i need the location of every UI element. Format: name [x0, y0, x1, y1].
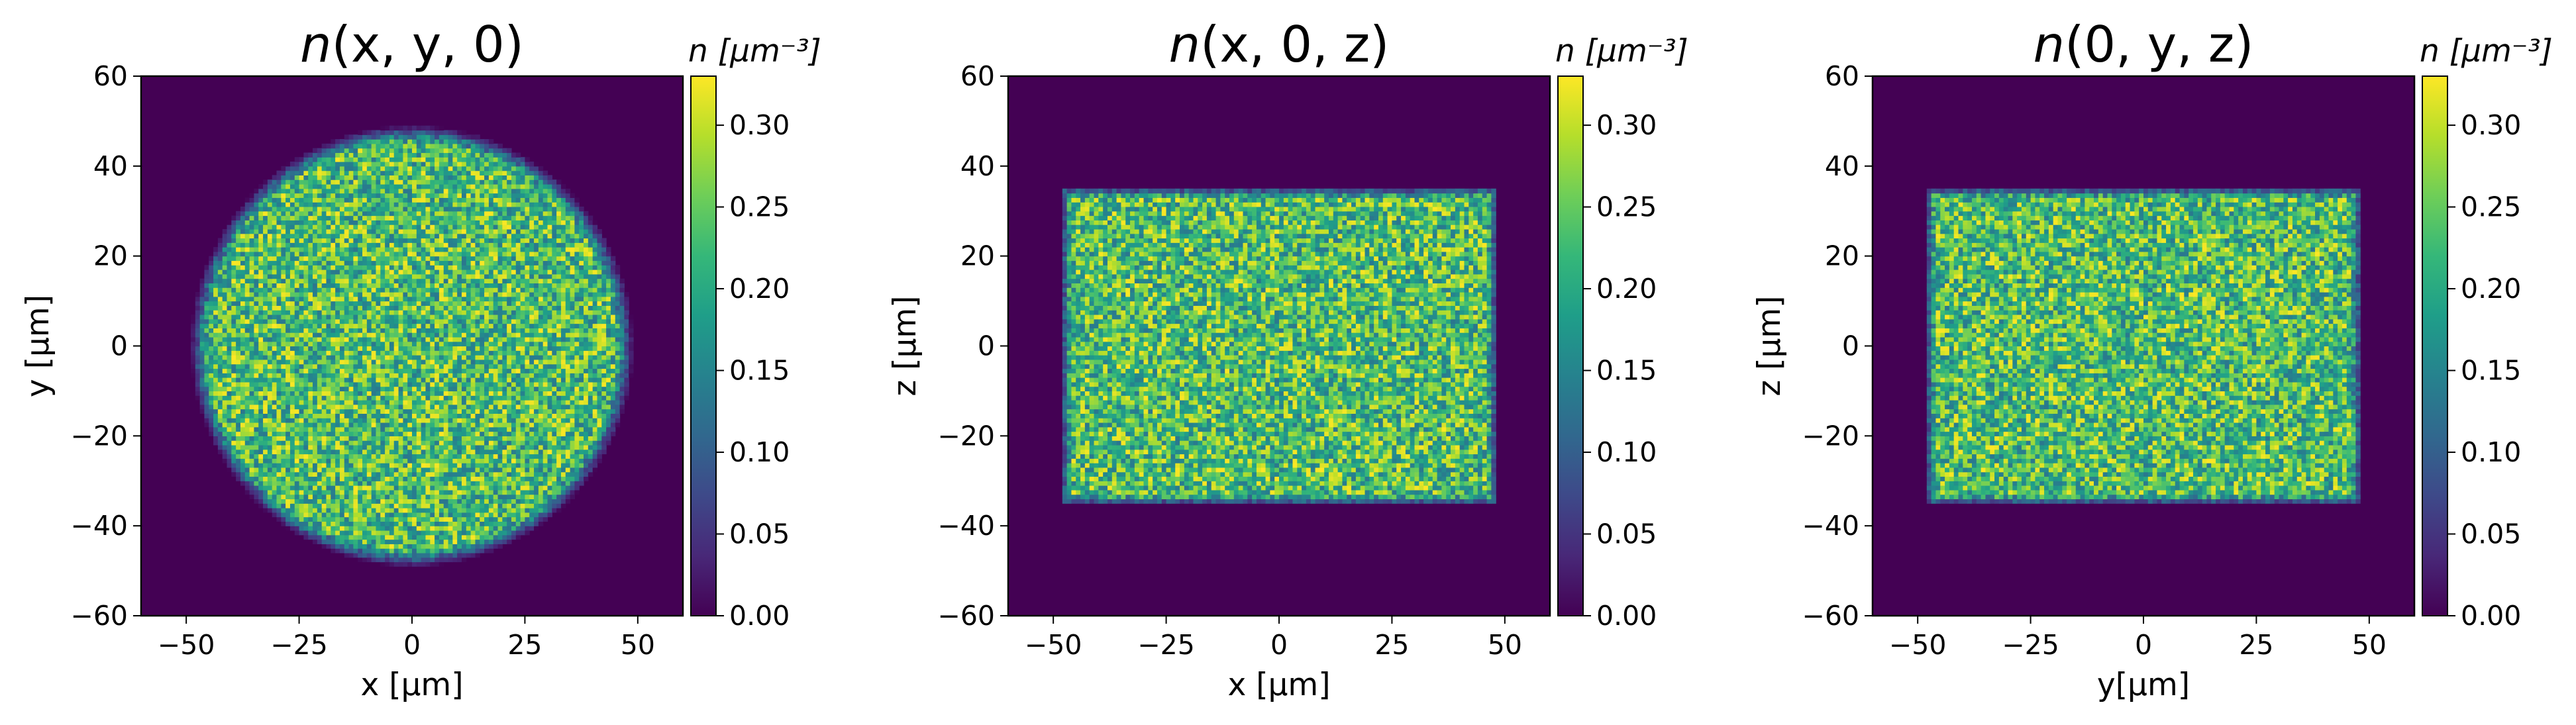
colorbar-tick-label: 0.20: [729, 273, 790, 305]
colorbar-tick-label: 0.15: [729, 355, 790, 387]
y-tick-label: −20: [1802, 420, 1859, 452]
y-tick-label: 0: [1842, 330, 1859, 362]
colorbar-gradient: [690, 75, 717, 616]
colorbar: 0.00 0.05 0.10 0.15 0.20 0.25 0.30 n [µm⁻³]: [2420, 33, 2553, 632]
colorbar-gradient: [2422, 75, 2448, 616]
heatmap-panel-1: −50 −25 0 25 50 −60 −40 −20 0 20 40 60 n(x, y, 0) x […: [20, 15, 821, 703]
x-tick-label: −50: [1889, 629, 1947, 661]
x-tick-label: 50: [2352, 629, 2387, 661]
y-tick-label: 60: [93, 60, 128, 92]
colorbar-tick-label: 0.00: [2461, 600, 2521, 632]
heatmap-cells: [190, 125, 634, 567]
colorbar-gradient: [1557, 75, 1584, 616]
colorbar-tick-label: 0.05: [2461, 518, 2521, 550]
y-tick-label: −40: [937, 510, 995, 542]
y-tick-label: −60: [70, 600, 128, 632]
x-tick-label: −25: [270, 629, 328, 661]
colorbar-tick-label: 0.00: [1596, 600, 1657, 632]
y-tick-label: 0: [978, 330, 995, 362]
y-tick-label: 20: [93, 240, 128, 272]
y-tick-label: −60: [937, 600, 995, 632]
colorbar: 0.00 0.05 0.10 0.15 0.20 0.25 0.30 n [µm⁻³]: [1555, 33, 1688, 632]
y-axis-label: z [µm]: [1751, 296, 1788, 397]
colorbar-tick-label: 0.05: [1596, 518, 1657, 550]
colorbar-tick-label: 0.15: [2461, 355, 2521, 387]
x-tick-label: −50: [1025, 629, 1082, 661]
colorbar: 0.00 0.05 0.10 0.15 0.20 0.25 0.30 n [µm⁻³]: [688, 33, 821, 632]
x-tick-label: 0: [2135, 629, 2152, 661]
colorbar-tick-label: 0.30: [1596, 109, 1657, 141]
colorbar-tick-label: 0.20: [1596, 273, 1657, 305]
colorbar-tick-label: 0.10: [1596, 436, 1657, 468]
colorbar-tick-label: 0.25: [729, 191, 790, 223]
y-tick-label: 40: [93, 150, 128, 182]
x-axis-label: y[µm]: [2097, 667, 2190, 703]
y-tick-label: 40: [1825, 150, 1859, 182]
x-tick-label: 25: [2239, 629, 2273, 661]
colorbar-label: n [µm⁻³]: [688, 33, 821, 70]
y-tick-label: −20: [937, 420, 995, 452]
y-tick-label: −40: [70, 510, 128, 542]
y-tick-label: 20: [1825, 240, 1859, 272]
x-tick-label: 50: [621, 629, 655, 661]
heatmap-panel-3: −50 −25 0 25 50 −60 −40 −20 0 20 40 60 n(0, y, z) y[µ…: [1751, 15, 2553, 703]
x-tick-label: 25: [507, 629, 542, 661]
colorbar-tick-label: 0.00: [729, 600, 790, 632]
y-tick-label: −20: [70, 420, 128, 452]
y-axis-label: z [µm]: [887, 296, 923, 397]
colorbar-tick-label: 0.25: [1596, 191, 1657, 223]
colorbar-tick-label: 0.10: [2461, 436, 2521, 468]
colorbar-tick-label: 0.10: [729, 436, 790, 468]
x-tick-label: 50: [1488, 629, 1522, 661]
chart-title: n(0, y, z): [2034, 15, 2254, 73]
y-axis-label: y [µm]: [20, 295, 56, 397]
y-tick-label: 20: [960, 240, 995, 272]
y-tick-label: 60: [960, 60, 995, 92]
x-tick-label: 25: [1374, 629, 1409, 661]
x-axis-label: x [µm]: [1227, 667, 1330, 703]
colorbar-tick-label: 0.30: [729, 109, 790, 141]
x-tick-label: 0: [1270, 629, 1288, 661]
colorbar-tick-label: 0.25: [2461, 191, 2521, 223]
colorbar-tick-label: 0.05: [729, 518, 790, 550]
heatmap-cells: [1062, 188, 1496, 504]
chart-title: n(x, y, 0): [300, 15, 524, 73]
y-tick-label: 40: [960, 150, 995, 182]
colorbar-tick-label: 0.30: [2461, 109, 2521, 141]
heatmap-cells: [1926, 188, 2361, 504]
colorbar-label: n [µm⁻³]: [2420, 33, 2553, 70]
x-tick-label: −25: [2002, 629, 2059, 661]
colorbar-tick-label: 0.20: [2461, 273, 2521, 305]
colorbar-label: n [µm⁻³]: [1555, 33, 1688, 70]
y-tick-label: 0: [111, 330, 128, 362]
colorbar-tick-label: 0.15: [1596, 355, 1657, 387]
x-tick-label: −25: [1137, 629, 1195, 661]
y-tick-label: 60: [1825, 60, 1859, 92]
x-tick-label: −50: [158, 629, 215, 661]
y-tick-label: −60: [1802, 600, 1859, 632]
y-tick-label: −40: [1802, 510, 1859, 542]
x-tick-label: 0: [403, 629, 421, 661]
chart-title: n(x, 0, z): [1169, 15, 1390, 73]
x-axis-label: x [µm]: [360, 667, 463, 703]
heatmap-panel-2: −50 −25 0 25 50 −60 −40 −20 0 20 40 60 n(x, 0, z) x […: [887, 15, 1688, 703]
